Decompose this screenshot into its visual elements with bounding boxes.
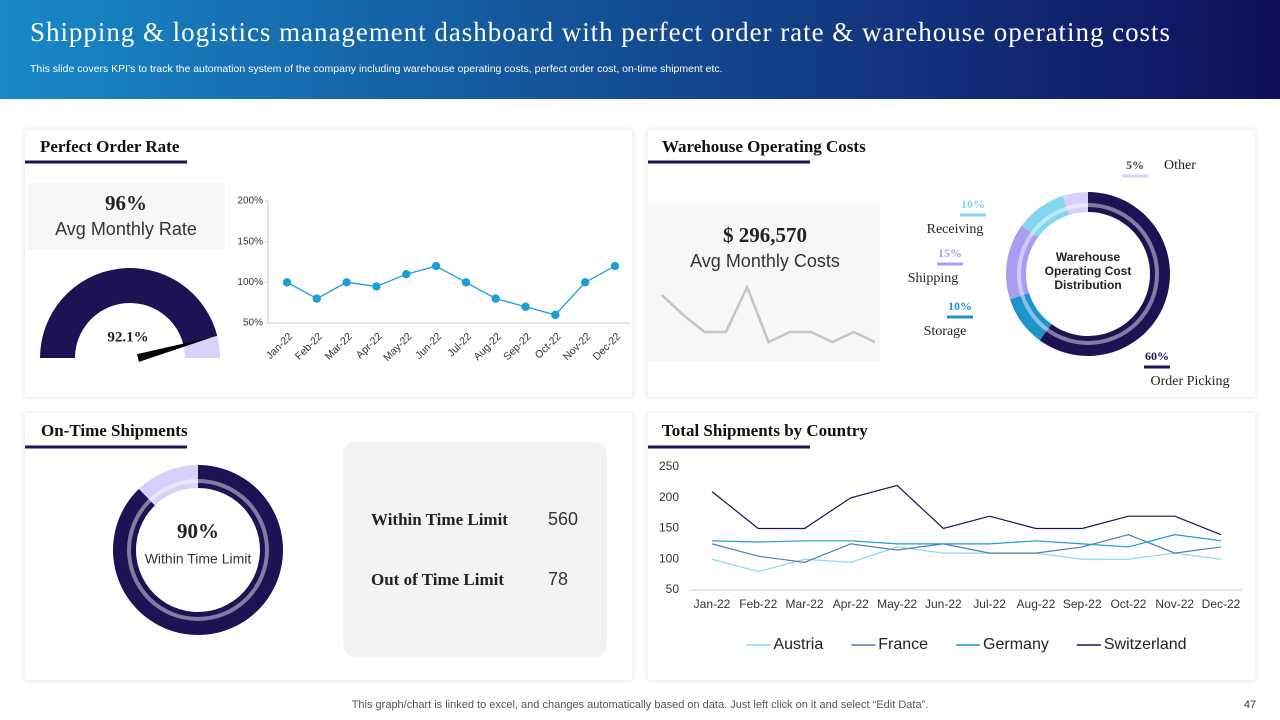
donut-ring bbox=[127, 479, 269, 621]
legend-label: Germany bbox=[983, 636, 1049, 653]
count-value: 78 bbox=[548, 569, 568, 589]
y-tick-label: 200 bbox=[659, 490, 679, 504]
y-tick-label: 100 bbox=[659, 551, 679, 565]
series-line bbox=[711, 534, 1222, 563]
segment-value-label: 15% bbox=[938, 246, 962, 260]
y-tick-label: 150% bbox=[237, 236, 263, 247]
donut-segment bbox=[138, 465, 198, 506]
legend-label: Switzerland bbox=[1104, 636, 1187, 653]
segment-value-label: 10% bbox=[948, 299, 972, 313]
header-band bbox=[0, 0, 1280, 99]
kpi-value: 96% bbox=[105, 191, 147, 215]
panel-title: Warehouse Operating Costs bbox=[662, 137, 866, 156]
x-tick-label: Oct-22 bbox=[1110, 597, 1146, 611]
donut-segment bbox=[1021, 196, 1069, 238]
x-tick-label: Dec-22 bbox=[1202, 597, 1241, 611]
panel-title: Perfect Order Rate bbox=[40, 137, 180, 156]
page-subtitle: This slide covers KPI’s to track the aut… bbox=[30, 63, 723, 75]
legend-label: France bbox=[878, 636, 928, 653]
donut-segment bbox=[1062, 192, 1088, 216]
point bbox=[402, 270, 411, 279]
donut-segment bbox=[1010, 293, 1052, 341]
count-value: 560 bbox=[548, 509, 578, 529]
y-tick-label: 100% bbox=[237, 277, 263, 288]
point bbox=[491, 294, 500, 303]
y-tick-label: 200% bbox=[237, 196, 263, 207]
x-tick-label: Nov-22 bbox=[1155, 597, 1194, 611]
point bbox=[312, 294, 322, 303]
x-tick-label: Jun-22 bbox=[925, 597, 962, 611]
legend-item: Germany bbox=[956, 636, 1049, 653]
point bbox=[521, 302, 530, 311]
count-label: Out of Time Limit bbox=[371, 570, 504, 589]
donut-ring bbox=[1017, 203, 1159, 345]
segment-name-label: Receiving bbox=[927, 222, 984, 237]
x-tick-label: May-22 bbox=[877, 597, 917, 611]
count-box bbox=[343, 442, 607, 657]
kpi-box bbox=[28, 183, 225, 250]
series-line bbox=[711, 484, 1222, 536]
kpi-label: Avg Monthly Costs bbox=[690, 251, 840, 271]
donut-segment bbox=[1039, 191, 1170, 356]
kpi-box bbox=[648, 204, 880, 362]
panel-title: Total Shipments by Country bbox=[662, 421, 868, 440]
gauge-fill bbox=[40, 267, 218, 358]
legend-label: Austria bbox=[773, 636, 823, 653]
gauge-value-label: 92.1% bbox=[107, 329, 148, 345]
kpi-value: $ 296,570 bbox=[723, 223, 807, 247]
panel bbox=[25, 130, 632, 397]
footer-note: This graph/chart is linked to excel, and… bbox=[352, 699, 929, 711]
donut-center-value: 90% bbox=[177, 519, 219, 543]
segment-value-label: 5% bbox=[1126, 158, 1144, 172]
donut-center-label: Within Time Limit bbox=[145, 551, 252, 567]
y-tick-label: 50% bbox=[243, 318, 263, 329]
point bbox=[551, 310, 560, 320]
point bbox=[610, 261, 620, 271]
count-label: Within Time Limit bbox=[371, 510, 508, 529]
gauge-needle bbox=[137, 336, 214, 362]
panel bbox=[648, 413, 1255, 680]
point bbox=[372, 282, 381, 291]
legend-item: Switzerland bbox=[1076, 636, 1187, 653]
y-tick-label: 50 bbox=[666, 582, 680, 596]
point bbox=[580, 278, 590, 287]
point bbox=[342, 278, 351, 287]
point bbox=[282, 278, 292, 287]
x-tick-label: Sep-22 bbox=[1063, 597, 1102, 611]
panel-title: On-Time Shipments bbox=[41, 421, 188, 440]
segment-name-label: Storage bbox=[924, 324, 967, 339]
x-tick-label: Jul-22 bbox=[973, 597, 1006, 611]
donut-center-title: Warehouse Operating Cost Distribution bbox=[1044, 250, 1132, 292]
sparkline bbox=[661, 283, 876, 344]
legend-item: Austria bbox=[746, 636, 823, 653]
segment-value-label: 10% bbox=[961, 197, 985, 211]
page-number: 47 bbox=[1244, 699, 1256, 711]
donut-segment bbox=[1005, 225, 1038, 300]
y-tick-label: 150 bbox=[659, 521, 679, 535]
kpi-label: Avg Monthly Rate bbox=[55, 219, 197, 239]
gauge-rest bbox=[183, 335, 220, 358]
line bbox=[286, 265, 616, 316]
x-tick-label: Feb-22 bbox=[739, 597, 777, 611]
x-tick-label: Apr-22 bbox=[833, 597, 869, 611]
segment-name-label: Order Picking bbox=[1151, 374, 1230, 389]
x-tick-label: Aug-22 bbox=[1017, 597, 1056, 611]
x-tick-label: Mar-22 bbox=[786, 597, 824, 611]
legend-item: France bbox=[851, 636, 928, 653]
donut-center: Warehouse Operating Cost Distribution bbox=[1044, 250, 1132, 292]
segment-name-label: Other bbox=[1164, 158, 1196, 173]
segment-value-label: 60% bbox=[1145, 349, 1169, 363]
point bbox=[431, 261, 441, 271]
x-tick-label: Jan-22 bbox=[694, 597, 731, 611]
series-line bbox=[711, 534, 1222, 548]
y-tick-label: 250 bbox=[659, 459, 679, 473]
page-title: Shipping & logistics management dashboar… bbox=[30, 17, 1170, 47]
point bbox=[461, 278, 471, 287]
segment-name-label: Shipping bbox=[908, 271, 959, 286]
